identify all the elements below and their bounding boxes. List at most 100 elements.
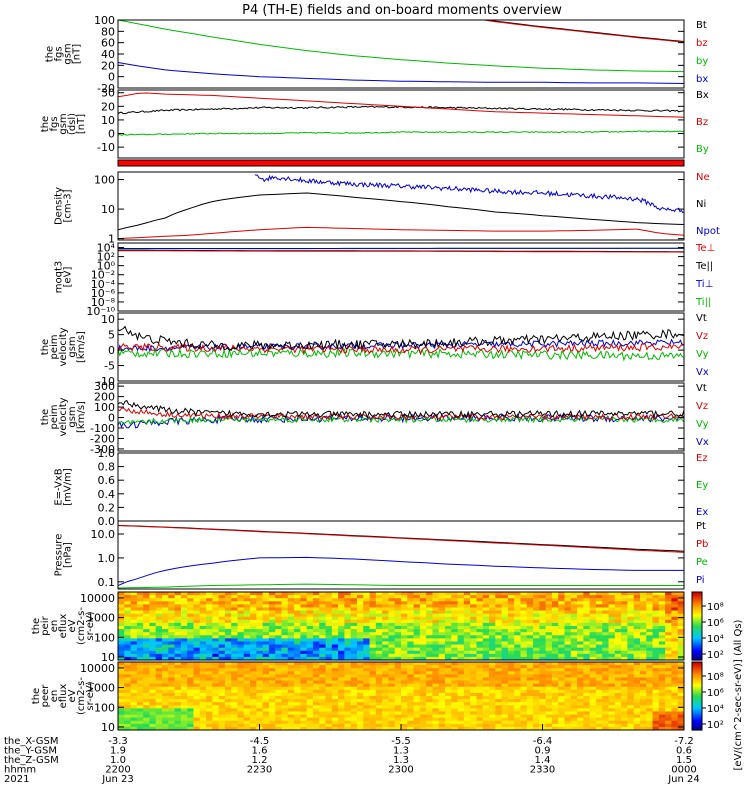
y-tick-label: 20 [101,100,115,113]
heatmap-cells [118,592,685,661]
colorbar-tick-label: 10⁴ [707,634,724,645]
series-group [118,327,684,360]
y-axis-label: [cm-3] [63,189,74,222]
date-end: Jun 24 [667,774,700,785]
legend-Vz: Vz [696,401,708,412]
y-tick-label: 100 [94,701,115,714]
panel-4: 10⁴10²10⁰10⁻²10⁻⁴10⁻⁶10⁻⁸10⁻¹⁰moqt3[eV]T… [54,242,716,318]
colorbar-top: 10⁸ 10⁶ 10⁴ 10² [692,592,724,661]
panel-frame [118,20,684,88]
y-axis-label: [km/s] [76,331,87,363]
legend-Bt: Bt [696,20,707,31]
legend-Ti⊥: Ti⊥ [695,279,713,290]
legend-Vt: Vt [696,383,707,394]
ephemeris-value: 2330 [530,765,555,776]
legend-Vx: Vx [696,367,709,378]
y-tick-label: 1.0 [98,447,116,460]
year-label: 2021 [4,774,29,785]
y-tick-label: 30 [101,87,115,100]
panel-10: 10000100010010thepeerenefluxeV(cm2-s-sr-… [31,662,685,734]
y-tick-label: 0.0 [98,515,116,528]
colorbar-label: [eV/(cm^2-sec-sr-eV)] (All Qs) [733,619,744,770]
y-tick-label: 0.1 [98,576,116,589]
date-start: Jun 23 [101,774,134,785]
colorbar-tick-label: 10⁴ [707,704,724,715]
y-tick-label: 10 [101,721,115,734]
colorbar-tick-label: 10² [707,720,724,731]
colorbar-tick-label: 10⁶ [707,618,724,629]
y-axis-label: sr-eV) [85,681,96,710]
y-tick-label: 0.4 [98,488,116,501]
legend-bx: bx [696,74,708,85]
colorbar-bottom: 10⁸ 10⁶ 10⁴ 10² [692,662,724,731]
y-tick-label: 0 [108,344,115,357]
panel-frame [118,521,684,589]
series-Ni [118,193,684,230]
y-tick-label: 0.2 [98,501,116,514]
colorbar-tick-label: 10² [707,650,724,661]
y-tick-label: -5 [104,360,115,373]
bar-panel [118,160,684,166]
series-Bx [118,106,684,114]
y-tick-label: -10 [97,141,115,154]
legend-By: By [696,144,709,155]
y-tick-label: 10000 [80,662,115,675]
legend-Pb: Pb [696,539,708,550]
y-axis-label: [mV/m] [63,468,74,506]
panel-5: 1050-5-10thepeimvelocitygsm[km/s]VtVzVyV… [40,313,709,388]
series-Pi [118,557,684,585]
series-Bz [118,93,684,117]
heatmap-cells [118,662,685,731]
legend-Ni: Ni [696,199,706,210]
panel-frame [118,243,684,311]
series-Ne [118,227,684,238]
series-By [118,131,684,135]
y-tick-label: 0.8 [98,461,116,474]
legend-Vt: Vt [696,313,707,324]
y-axis-label: [nPa] [63,542,74,568]
series-group [118,175,684,239]
legend-by: by [696,56,708,67]
legend-bz: bz [696,38,708,49]
colorbar-tick-label: 10⁸ [707,672,724,683]
y-axis-label: [eV] [63,267,74,288]
legend-Npot: Npot [696,226,720,237]
panel-frame [118,453,684,521]
ephemeris-value: 2300 [388,765,413,776]
legend-Pi: Pi [696,575,705,586]
y-tick-label: 10 [101,114,115,127]
y-tick-label: 10.0 [91,528,116,541]
legend-Bx: Bx [696,90,709,101]
legend-Bz: Bz [696,117,708,128]
y-axis-label: [km/s] [76,401,87,433]
series-group [118,248,684,252]
y-tick-label: 10 [101,203,115,216]
legend-Te||: Te|| [695,261,713,272]
y-tick-label: 5 [108,329,115,342]
legend-Ez: Ez [696,453,708,464]
y-axis-label: [nT] [72,44,83,64]
legend-Ey: Ey [696,480,708,491]
legend-Vz: Vz [696,331,708,342]
legend-Ne: Ne [696,172,710,183]
y-tick-label: 100 [94,174,115,187]
legend-Pt: Pt [696,521,706,532]
legend-Ex: Ex [696,507,708,518]
y-tick-label: 0.6 [98,474,116,487]
chart-title: P4 (TH-E) fields and on-board moments ov… [242,3,562,18]
legend-Vy: Vy [696,419,709,430]
legend-Vy: Vy [696,349,709,360]
colorbar-tick-label: 10⁶ [707,688,724,699]
y-tick-label: 10000 [80,592,115,605]
panel-6: 3002001000-100-200-300thepeimvelocitygsm… [40,380,709,456]
series-group [118,93,684,135]
y-tick-label: 1.0 [98,552,116,565]
y-axis-label: sr-eV) [85,611,96,640]
y-tick-label: 10 [101,313,115,326]
bar-fill [118,160,684,166]
series-group [118,525,684,588]
colorbar-tick-label: 10⁸ [707,602,724,613]
